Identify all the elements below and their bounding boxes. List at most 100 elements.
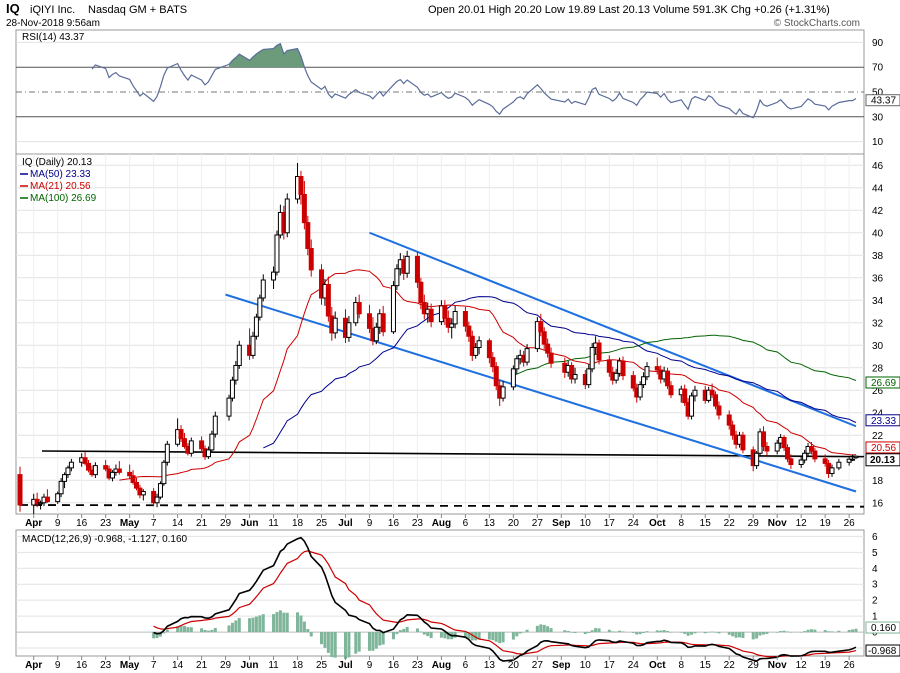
candle-body [308, 248, 314, 271]
candle [606, 355, 612, 377]
macd-hist-bar [296, 612, 300, 633]
candle-body [788, 458, 794, 465]
candle [668, 381, 674, 399]
macd-hist-bar [415, 628, 419, 633]
candle [514, 355, 520, 375]
candle-body [161, 461, 167, 485]
candle-body [226, 397, 232, 417]
candle [665, 367, 671, 390]
macd-tag: -0.968 [865, 644, 900, 657]
candle [38, 500, 44, 510]
macd-hist-bar [707, 632, 711, 633]
candle-body [418, 281, 424, 303]
macd-hist-bar [765, 632, 769, 635]
candle-body [319, 269, 325, 299]
candle [500, 381, 506, 402]
candle [233, 361, 239, 385]
ma50-tag: 23.33 [865, 414, 900, 427]
macd-hist-bar [227, 625, 231, 633]
candle-body [709, 389, 715, 396]
ma21-line [119, 269, 857, 481]
price-legend-ma100: MA(100) 26.69 [30, 193, 97, 204]
candle-body [682, 388, 688, 404]
price-grid: 46444240383634323028262422201816 [16, 154, 884, 514]
candle [808, 442, 814, 455]
candle [253, 313, 259, 340]
macd-hist-bar [158, 632, 162, 637]
macd-signal-line [153, 550, 857, 658]
macd-hist-bar [494, 632, 498, 642]
candle-body [346, 322, 352, 338]
x-tick-label: 25 [316, 660, 328, 671]
ma21-tag-box [865, 441, 900, 454]
x-tick-label: 18 [292, 518, 304, 529]
candle [462, 307, 468, 332]
candle [140, 489, 146, 501]
candle [308, 239, 314, 277]
candle [469, 330, 475, 361]
x-tick-label: 29 [220, 660, 232, 671]
candle [110, 470, 116, 482]
candle [127, 464, 133, 480]
macd-hist-bar [751, 632, 755, 640]
candle-body [510, 368, 516, 388]
candle [760, 426, 766, 451]
macd-hist-bar [566, 630, 570, 633]
macd-hist-bar [186, 627, 190, 633]
macd-hist-bar [731, 632, 735, 637]
x-tick-label: 9 [367, 518, 373, 529]
macd-hist-bar [662, 630, 666, 633]
candle-body [178, 429, 184, 440]
x-tick-label: 24 [628, 660, 640, 671]
candle-body [380, 313, 386, 333]
x-tick-label: 17 [604, 518, 616, 529]
macd-hist-bar [470, 632, 474, 641]
candle [92, 462, 98, 478]
candle [548, 347, 554, 368]
ma50-tag-box [865, 414, 900, 427]
candle [596, 339, 602, 365]
macd-panel: 6543210-1 MACD(12,26,9) -0.968, -1.127, … [15, 529, 900, 662]
candle-body [181, 438, 187, 447]
rsi-legend: RSI(14) 43.37 [22, 32, 85, 43]
macd-hist-tag-label: 0.160 [871, 623, 896, 634]
candle [212, 411, 218, 438]
x-tick-label: Apr [25, 660, 42, 671]
price-tick-label: 28 [872, 363, 884, 374]
macd-hist-bar [782, 630, 786, 633]
candle [260, 274, 266, 302]
x-tick-label: 21 [196, 660, 208, 671]
macd-hist-bar [230, 622, 234, 633]
macd-hist-bar [563, 630, 567, 633]
candle [538, 313, 544, 337]
x-tick-label: 29 [220, 518, 232, 529]
x-tick-label: 29 [748, 518, 760, 529]
ma50-line [263, 296, 857, 449]
x-tick-label: 12 [796, 660, 808, 671]
macd-hist-bar [474, 632, 478, 641]
macd-hist-bar [703, 632, 707, 634]
candle [55, 491, 61, 504]
candle-body [445, 317, 451, 328]
macd-hist-bar [405, 626, 409, 633]
candle-body [644, 366, 650, 378]
x-tick-label: 17 [604, 660, 616, 671]
macd-hist-bar [741, 632, 745, 639]
macd-hist-bar [179, 625, 183, 633]
candle [250, 331, 256, 359]
macd-hist-bar [714, 632, 718, 633]
macd-hist-bar [827, 631, 831, 633]
ma50-tag-label: 23.33 [871, 416, 896, 427]
x-tick-label: Jun [241, 660, 259, 671]
candle-body [764, 446, 770, 452]
candle-body [421, 302, 427, 315]
macd-hist-bar [779, 631, 783, 633]
macd-hist-bar [395, 632, 399, 635]
candle-body [545, 343, 551, 354]
candle [490, 352, 496, 373]
x-tick-label: 16 [76, 660, 88, 671]
candle [44, 489, 50, 503]
x-tick-label: 6 [463, 518, 469, 529]
candle [641, 372, 647, 388]
x-tick-label: Jul [338, 660, 353, 671]
